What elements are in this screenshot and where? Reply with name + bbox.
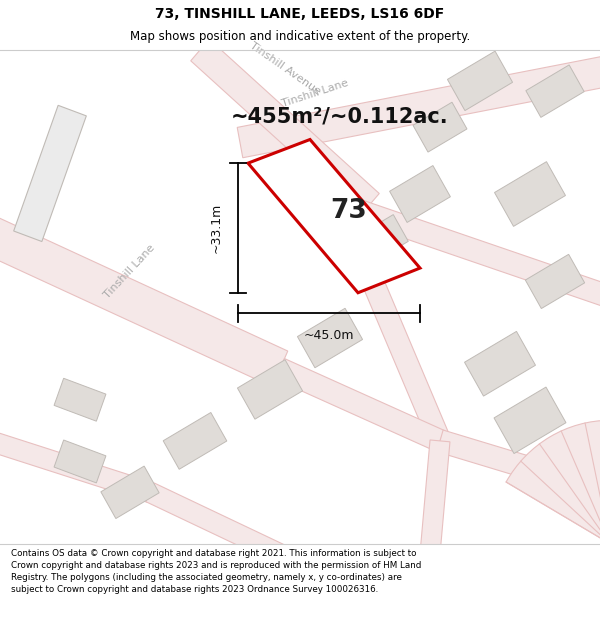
Polygon shape <box>54 440 106 483</box>
Polygon shape <box>163 412 227 469</box>
Polygon shape <box>437 430 600 503</box>
Polygon shape <box>0 431 153 502</box>
Text: ~45.0m: ~45.0m <box>304 329 354 342</box>
Polygon shape <box>275 359 445 451</box>
Polygon shape <box>248 139 420 292</box>
Polygon shape <box>0 217 288 387</box>
Text: 73, TINSHILL LANE, LEEDS, LS16 6DF: 73, TINSHILL LANE, LEEDS, LS16 6DF <box>155 6 445 21</box>
Text: Tinshill Lane: Tinshill Lane <box>280 78 350 109</box>
Polygon shape <box>464 331 535 396</box>
Polygon shape <box>298 308 362 368</box>
Polygon shape <box>238 360 302 419</box>
Polygon shape <box>494 387 566 454</box>
Polygon shape <box>146 483 284 563</box>
Text: Tinshill Avenue: Tinshill Avenue <box>248 41 322 97</box>
Polygon shape <box>494 162 565 226</box>
Text: Tinshill Lane: Tinshill Lane <box>103 242 157 300</box>
Polygon shape <box>54 378 106 421</box>
Polygon shape <box>14 106 86 241</box>
Polygon shape <box>448 51 512 111</box>
Polygon shape <box>191 39 379 215</box>
Polygon shape <box>389 166 451 222</box>
Polygon shape <box>526 254 584 309</box>
Text: ~455m²/~0.112ac.: ~455m²/~0.112ac. <box>231 107 449 127</box>
Wedge shape <box>506 420 600 544</box>
Polygon shape <box>526 65 584 118</box>
Text: ~33.1m: ~33.1m <box>209 203 223 253</box>
Polygon shape <box>101 466 159 519</box>
Text: Map shows position and indicative extent of the property.: Map shows position and indicative extent… <box>130 30 470 43</box>
Polygon shape <box>413 102 467 152</box>
Polygon shape <box>420 440 450 555</box>
Polygon shape <box>352 214 408 266</box>
Polygon shape <box>237 56 600 158</box>
Text: 73: 73 <box>331 198 367 224</box>
Text: Contains OS data © Crown copyright and database right 2021. This information is : Contains OS data © Crown copyright and d… <box>11 549 421 594</box>
Polygon shape <box>337 194 600 308</box>
Polygon shape <box>330 200 450 446</box>
